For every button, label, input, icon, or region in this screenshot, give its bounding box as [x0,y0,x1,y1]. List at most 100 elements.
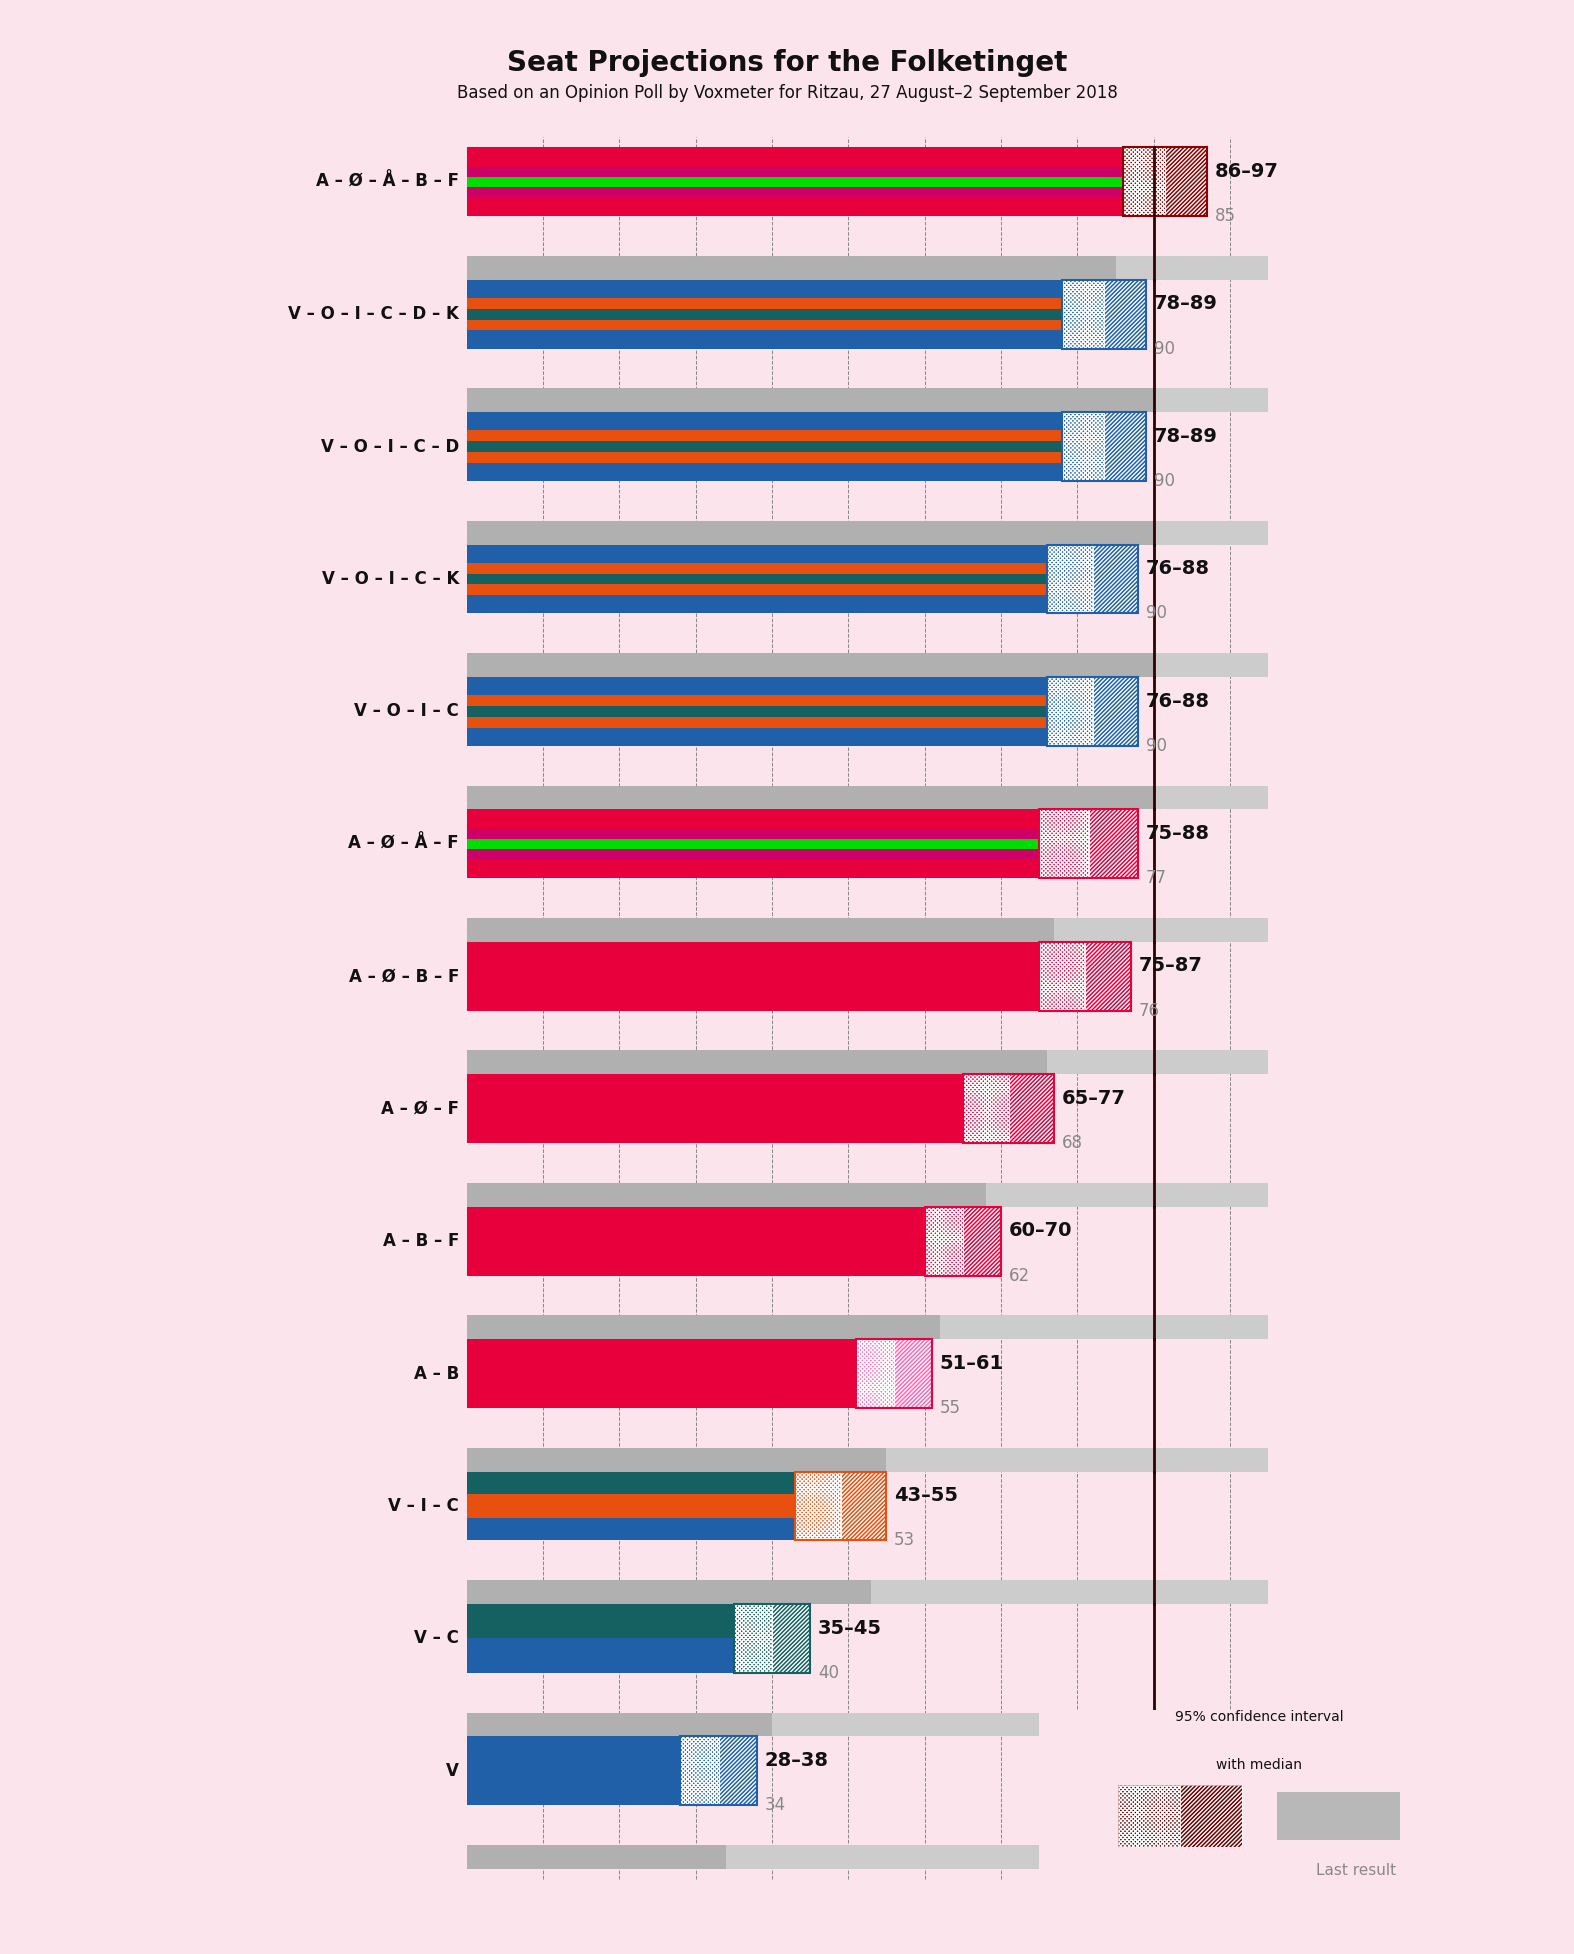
Bar [466,1338,856,1409]
Bar [1092,676,1138,746]
Bar [1165,147,1207,217]
Text: 60–70: 60–70 [1009,1221,1072,1241]
Bar [466,1315,940,1338]
Text: Last result: Last result [1316,1864,1396,1878]
Text: 68: 68 [1062,1133,1083,1153]
Text: 40: 40 [818,1665,839,1682]
Bar [1039,942,1130,1010]
Text: 85: 85 [1215,207,1236,225]
Bar [466,584,1047,596]
Bar [795,1471,886,1540]
Bar [1118,1786,1242,1847]
Text: A – Ø – Å – B – F: A – Ø – Å – B – F [316,172,460,191]
Text: 86–97: 86–97 [1215,162,1278,182]
Bar [1103,412,1146,481]
Text: V – O – I – C – D – K: V – O – I – C – D – K [288,305,460,322]
Text: 77: 77 [1146,870,1166,887]
Text: V – O – I – C – K: V – O – I – C – K [321,571,460,588]
Text: V – C: V – C [414,1630,460,1647]
Bar [1124,147,1207,217]
Bar [466,1518,795,1540]
Bar [466,330,1062,348]
Text: 62: 62 [1009,1266,1029,1284]
Bar [466,297,1062,309]
Bar [466,1208,924,1276]
Bar [466,1845,1269,1868]
Text: 65–77: 65–77 [1062,1088,1125,1108]
Bar [466,176,1124,188]
Bar [466,201,1124,217]
Bar [466,1051,1269,1075]
Bar [963,1075,1009,1143]
Bar [466,596,1047,614]
Text: 90: 90 [1154,473,1174,490]
Bar [963,1075,1055,1143]
Text: V – O – I – C – D: V – O – I – C – D [321,438,460,455]
Bar [466,1495,795,1518]
Bar [466,309,1062,320]
Bar [466,838,1039,848]
Bar [466,653,1269,676]
Bar [466,1712,1269,1737]
Text: Seat Projections for the Folketinget: Seat Projections for the Folketinget [507,49,1067,76]
Bar [466,848,1039,860]
Bar [466,1075,963,1143]
Text: 75–88: 75–88 [1146,825,1210,842]
Bar [1089,809,1138,877]
Bar [466,696,1047,705]
Text: 35–45: 35–45 [818,1618,881,1637]
Bar [466,545,1047,563]
Bar [466,279,1062,297]
Bar [466,451,1062,463]
Bar [1092,545,1138,614]
Bar [1118,1786,1180,1847]
Bar [466,809,1039,825]
Text: 28–38: 28–38 [765,1751,828,1770]
Text: 53: 53 [894,1532,914,1550]
Bar [1062,279,1103,348]
Bar [466,918,1055,942]
Bar [466,256,1116,279]
Bar [466,563,1047,574]
Bar [466,389,1269,412]
Bar [1047,545,1138,614]
Bar [466,825,1039,828]
Bar [1039,809,1089,877]
Bar [856,1338,932,1409]
Bar [680,1737,718,1805]
Bar [1047,545,1092,614]
Bar [466,147,1124,162]
Bar [466,463,1062,481]
Text: V – I – C: V – I – C [389,1497,460,1514]
Bar [466,717,1047,727]
Bar [466,430,1062,442]
Bar [466,1448,886,1471]
Bar [466,188,1124,197]
Bar [466,727,1047,746]
Bar [466,1845,726,1868]
Bar [1103,279,1146,348]
Bar [718,1737,757,1805]
Bar [1039,809,1138,877]
Text: 75–87: 75–87 [1138,956,1203,975]
Bar [466,1639,733,1673]
Text: A – Ø – F: A – Ø – F [381,1100,460,1118]
Text: A – B: A – B [414,1364,460,1383]
Bar [466,1581,872,1604]
Bar [466,676,1047,696]
Bar [1180,1786,1242,1847]
Bar [1084,942,1130,1010]
Text: A – Ø – B – F: A – Ø – B – F [348,967,460,985]
Bar [466,1604,733,1639]
Bar [1062,279,1146,348]
Bar [1062,412,1146,481]
Bar [466,828,1039,838]
Text: 78–89: 78–89 [1154,295,1218,313]
Bar [1039,942,1084,1010]
Bar [680,1737,757,1805]
Text: 90: 90 [1154,340,1174,358]
Text: 90: 90 [1146,737,1166,754]
Bar [466,1448,1269,1471]
Bar [856,1338,894,1409]
Bar [924,1208,1001,1276]
